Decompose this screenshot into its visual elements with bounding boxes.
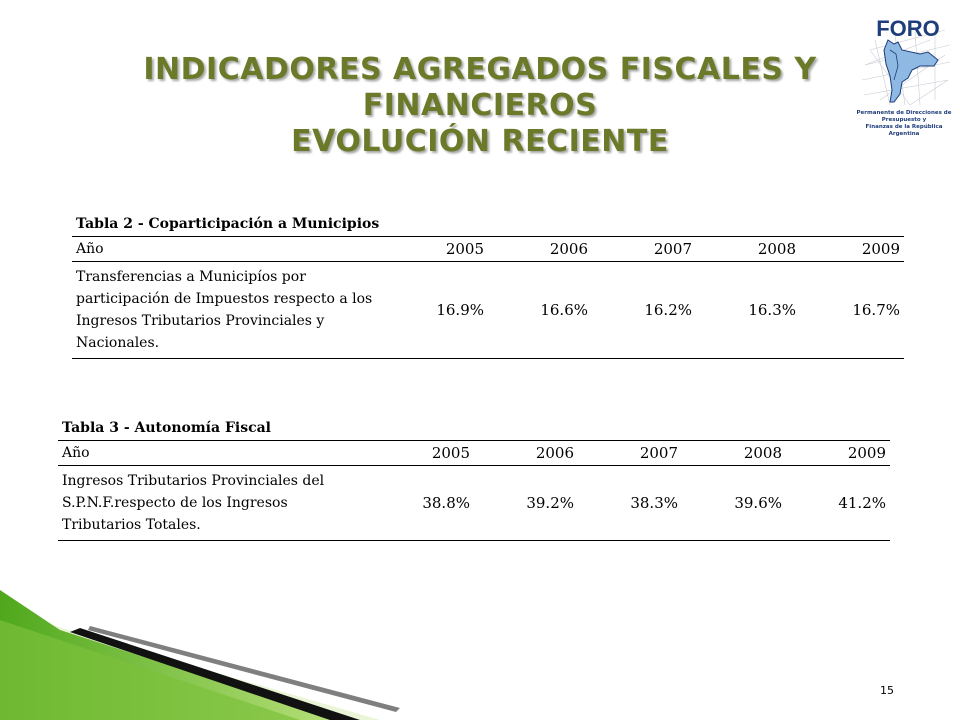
cell-value: 16.3% [696,261,800,359]
header-label: Año [72,236,384,262]
cell-value: 41.2% [786,465,890,541]
foro-logo-graphic: FORO [861,16,951,106]
logo-caption-line-2: Finanzas de la República Argentina [865,124,943,137]
table-caption-row: Tabla 3 - Autonomía Fiscal [58,416,890,441]
slide-title: INDICADORES AGREGADOS FISCALES Y FINANCI… [100,52,860,160]
year-header: 2005 [370,440,474,466]
year-header: 2006 [474,440,578,466]
header-label: Año [58,440,370,466]
cell-value: 39.6% [682,465,786,541]
corner-decoration [0,590,400,720]
table-header-row: Año 2005 2006 2007 2008 2009 [58,440,890,466]
table-header-row: Año 2005 2006 2007 2008 2009 [72,236,904,262]
table-row: Transferencias a Municipíos por particip… [72,261,904,359]
logo-caption-line-1: Permanente de Direcciones de Presupuesto… [856,110,952,123]
year-header: 2007 [592,236,696,262]
table-row: Ingresos Tributarios Provinciales del S.… [58,465,890,541]
title-line-1: INDICADORES AGREGADOS FISCALES Y [143,52,817,87]
title-line-3: EVOLUCIÓN RECIENTE [291,124,669,159]
cell-value: 38.8% [370,465,474,541]
cell-value: 16.7% [800,261,904,359]
logo-caption: Permanente de Direcciones de Presupuesto… [850,110,958,138]
foro-logo: FORO Permanente de Direcciones de Presup… [850,10,958,138]
year-header: 2006 [488,236,592,262]
cell-value: 38.3% [578,465,682,541]
year-header: 2008 [696,236,800,262]
cell-value: 39.2% [474,465,578,541]
year-header: 2008 [682,440,786,466]
table-autonomia-fiscal: Tabla 3 - Autonomía Fiscal Año 2005 2006… [58,416,890,541]
row-description: Ingresos Tributarios Provinciales del S.… [58,465,370,541]
year-header: 2007 [578,440,682,466]
cell-value: 16.6% [488,261,592,359]
cell-value: 16.2% [592,261,696,359]
year-header: 2009 [800,236,904,262]
logo-wordmark: FORO [876,16,940,41]
table-caption-row: Tabla 2 - Coparticipación a Municipios [72,212,904,237]
year-header: 2009 [786,440,890,466]
row-description: Transferencias a Municipíos por particip… [72,261,384,359]
table-coparticipacion: Tabla 2 - Coparticipación a Municipios A… [72,212,904,359]
year-header: 2005 [384,236,488,262]
title-line-2: FINANCIEROS [362,88,598,123]
page-number: 15 [880,684,894,697]
table-title: Tabla 2 - Coparticipación a Municipios [72,212,904,237]
table-title: Tabla 3 - Autonomía Fiscal [58,416,890,441]
cell-value: 16.9% [384,261,488,359]
